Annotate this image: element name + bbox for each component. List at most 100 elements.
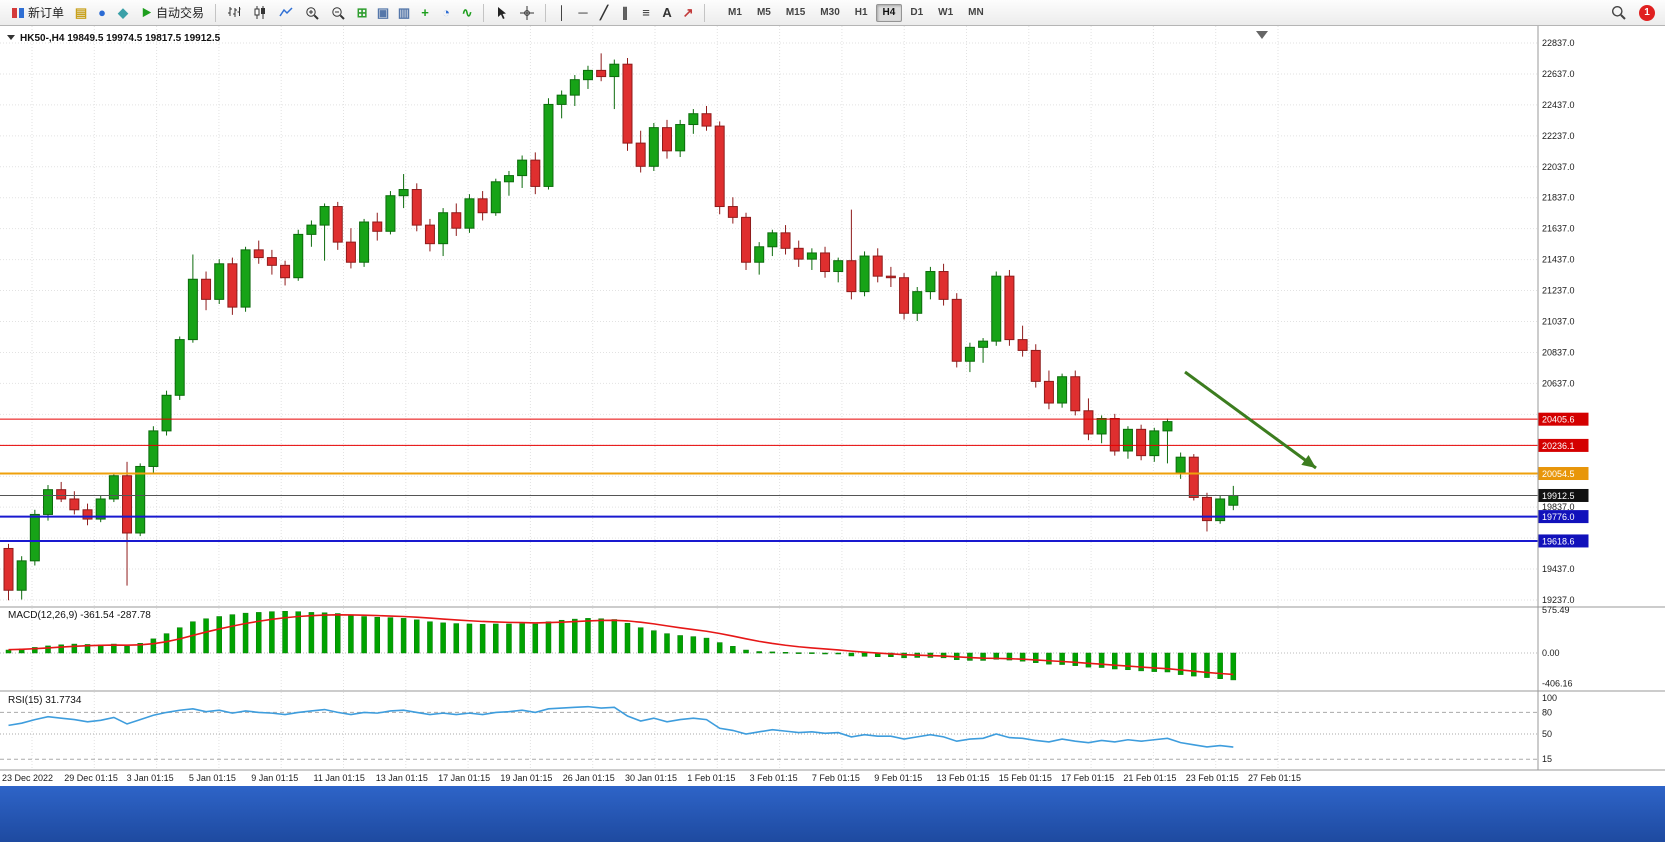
crosshair-button[interactable] xyxy=(515,3,539,23)
timeframe-m5[interactable]: M5 xyxy=(750,4,778,22)
svg-text:50: 50 xyxy=(1542,729,1552,739)
macd-area[interactable] xyxy=(0,607,1538,691)
timeframe-mn[interactable]: MN xyxy=(961,4,991,22)
svg-text:19837.0: 19837.0 xyxy=(1542,502,1575,512)
chart-canvas[interactable]: 20405.6 20236.1 20054.5 19912.5 19776.0 19618… xyxy=(0,26,1665,786)
accounts-icon[interactable]: ▤ xyxy=(71,3,91,23)
toolbar-separator xyxy=(215,3,217,22)
search-button[interactable] xyxy=(1606,3,1631,23)
shift-marker[interactable] xyxy=(1256,31,1268,39)
macd-signal-line xyxy=(8,613,1234,676)
svg-text:575.49: 575.49 xyxy=(1542,605,1570,615)
timeframe-w1[interactable]: W1 xyxy=(931,4,960,22)
new-order-button[interactable]: 新订单 xyxy=(6,3,69,23)
zoom-in-icon xyxy=(306,6,319,20)
svg-text:30 Jan 01:15: 30 Jan 01:15 xyxy=(625,773,677,783)
toolbar-right-group: 1 xyxy=(1606,3,1659,23)
line-chart-mode-button[interactable] xyxy=(274,3,298,23)
rsi-line xyxy=(8,705,1234,748)
main-chart-area[interactable] xyxy=(0,26,1538,607)
svg-text:29 Dec 01:15: 29 Dec 01:15 xyxy=(64,773,118,783)
svg-text:23 Dec 2022: 23 Dec 2022 xyxy=(2,773,53,783)
trend-arrow[interactable] xyxy=(1184,370,1317,470)
svg-text:9 Feb 01:15: 9 Feb 01:15 xyxy=(874,773,922,783)
navigator-icon[interactable]: ◆ xyxy=(113,3,133,23)
svg-text:21237.0: 21237.0 xyxy=(1542,286,1575,296)
svg-text:21037.0: 21037.0 xyxy=(1542,316,1575,326)
timeframe-m30[interactable]: M30 xyxy=(813,4,846,22)
svg-text:17 Jan 01:15: 17 Jan 01:15 xyxy=(438,773,490,783)
svg-text:21 Feb 01:15: 21 Feb 01:15 xyxy=(1123,773,1176,783)
fibonacci-icon[interactable]: ≡ xyxy=(636,3,656,23)
svg-text:19437.0: 19437.0 xyxy=(1542,564,1575,574)
svg-text:23 Feb 01:15: 23 Feb 01:15 xyxy=(1186,773,1239,783)
price-axis[interactable]: 22837.0 22637.0 22437.0 22237.0 22037.0 21837… xyxy=(1542,38,1575,605)
svg-text:21837.0: 21837.0 xyxy=(1542,193,1575,203)
tile-windows-icon[interactable]: ⊞ xyxy=(352,3,372,23)
channel-icon[interactable]: ∥ xyxy=(615,3,635,23)
candle-chart-mode-button[interactable] xyxy=(248,3,272,23)
timeframe-d1[interactable]: D1 xyxy=(903,4,930,22)
new-chart-icon[interactable]: + xyxy=(415,3,435,23)
arrange-windows-icon[interactable]: ▥ xyxy=(394,3,414,23)
toolbar-separator xyxy=(704,3,706,22)
indicators-icon[interactable]: ∿ xyxy=(457,3,477,23)
svg-text:19776.0: 19776.0 xyxy=(1542,512,1575,522)
svg-text:13 Jan 01:15: 13 Jan 01:15 xyxy=(376,773,428,783)
svg-text:20405.6: 20405.6 xyxy=(1542,415,1575,425)
svg-text:20054.5: 20054.5 xyxy=(1542,469,1575,479)
cursor-button[interactable] xyxy=(490,3,513,23)
candle-chart-mode-icon xyxy=(254,6,266,19)
timeframe-h4[interactable]: H4 xyxy=(875,3,903,22)
cascade-windows-icon[interactable]: ▣ xyxy=(373,3,393,23)
svg-text:22837.0: 22837.0 xyxy=(1542,38,1575,48)
candles-layer xyxy=(3,53,1239,601)
timeframe-m15[interactable]: M15 xyxy=(779,4,812,22)
timeframe-m1[interactable]: M1 xyxy=(721,4,749,22)
svg-text:-406.16: -406.16 xyxy=(1542,678,1573,688)
arrows-icon[interactable]: ↗ xyxy=(678,3,698,23)
svg-text:20236.1: 20236.1 xyxy=(1542,441,1575,451)
horizontal-line-icon[interactable]: ─ xyxy=(573,3,593,23)
macd-panel: 575.49 0.00 -406.16 MACD(12,26,9) -361.54 -… xyxy=(0,605,1573,688)
autotrade-button[interactable]: 自动交易 xyxy=(135,3,209,23)
new-order-icon xyxy=(12,7,24,18)
toolbar-separator xyxy=(545,3,547,22)
svg-text:22437.0: 22437.0 xyxy=(1542,100,1575,110)
period-clock-icon[interactable]: ◔ xyxy=(436,3,456,23)
rsi-label: RSI(15) 31.7734 xyxy=(8,695,82,706)
svg-text:19912.5: 19912.5 xyxy=(1542,491,1575,501)
svg-text:20637.0: 20637.0 xyxy=(1542,378,1575,388)
autotrade-label: 自动交易 xyxy=(156,6,205,20)
autotrade-play-icon xyxy=(142,7,152,18)
svg-text:1 Feb 01:15: 1 Feb 01:15 xyxy=(687,773,735,783)
svg-text:3 Jan 01:15: 3 Jan 01:15 xyxy=(127,773,174,783)
svg-text:22637.0: 22637.0 xyxy=(1542,69,1575,79)
timeframe-group: M1 M5 M15 M30 H1 H4 D1 W1 MN xyxy=(721,3,991,22)
toolbar-separator xyxy=(483,3,485,22)
time-axis[interactable]: 23 Dec 2022 29 Dec 01:15 3 Jan 01:15 5 Jan … xyxy=(2,773,1301,783)
bar-chart-mode-button[interactable] xyxy=(222,3,246,23)
trendline-icon[interactable]: ╱ xyxy=(594,3,614,23)
market-watch-icon[interactable]: ● xyxy=(92,3,112,23)
taskbar[interactable] xyxy=(0,786,1665,842)
timeframe-h1[interactable]: H1 xyxy=(848,4,875,22)
svg-text:17 Feb 01:15: 17 Feb 01:15 xyxy=(1061,773,1114,783)
svg-text:7 Feb 01:15: 7 Feb 01:15 xyxy=(812,773,860,783)
svg-text:0.00: 0.00 xyxy=(1542,648,1560,658)
one-click-trading-arrow[interactable] xyxy=(7,35,15,40)
line-chart-mode-icon xyxy=(279,7,293,17)
notification-badge[interactable]: 1 xyxy=(1639,4,1655,21)
rsi-area[interactable] xyxy=(0,691,1538,770)
zoom-out-button[interactable] xyxy=(326,3,350,23)
svg-text:22037.0: 22037.0 xyxy=(1542,162,1575,172)
text-icon[interactable]: A xyxy=(657,3,677,23)
window-icon-group: ⊞ ▣ ▥ + ◔ ∿ xyxy=(352,3,477,23)
hline-objects-layer[interactable]: 20405.6 20236.1 20054.5 19912.5 19776.0 19618… xyxy=(0,412,1589,548)
vertical-line-icon[interactable]: │ xyxy=(552,3,572,23)
svg-text:9 Jan 01:15: 9 Jan 01:15 xyxy=(251,773,298,783)
zoom-out-icon xyxy=(332,6,345,20)
zoom-in-button[interactable] xyxy=(300,3,324,23)
svg-text:15: 15 xyxy=(1542,754,1552,764)
bar-chart-mode-icon xyxy=(228,7,241,17)
